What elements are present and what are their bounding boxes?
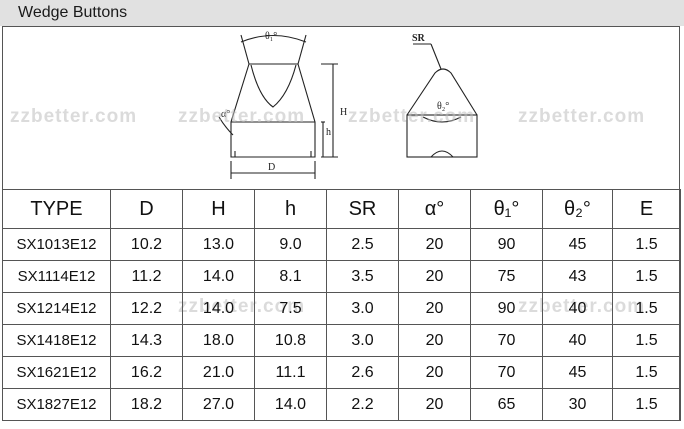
alpha-label: α° bbox=[221, 109, 230, 120]
column-header: H bbox=[182, 189, 255, 229]
table-row: SX1621E12 16.2 21.0 11.1 2.6 20 70 45 1.… bbox=[2, 356, 681, 389]
table-cell: 8.1 bbox=[254, 260, 327, 293]
table-cell: 45 bbox=[542, 228, 613, 261]
h-upper-label: H bbox=[340, 107, 347, 118]
sr-label: SR bbox=[412, 33, 426, 44]
table-cell: 40 bbox=[542, 292, 613, 325]
d-label: D bbox=[268, 162, 275, 173]
column-header: h bbox=[254, 189, 327, 229]
table-cell: 90 bbox=[470, 228, 543, 261]
table-cell: SX1013E12 bbox=[2, 228, 111, 261]
table-row: SX1418E12 14.3 18.0 10.8 3.0 20 70 40 1.… bbox=[2, 324, 681, 357]
table-cell: 18.2 bbox=[110, 388, 183, 421]
table-cell: 20 bbox=[398, 356, 471, 389]
table-cell: 2.2 bbox=[326, 388, 399, 421]
table-cell: 10.2 bbox=[110, 228, 183, 261]
page-title: Wedge Buttons bbox=[18, 4, 128, 21]
table-cell: 14.3 bbox=[110, 324, 183, 357]
table-cell: 20 bbox=[398, 324, 471, 357]
table-cell: 12.2 bbox=[110, 292, 183, 325]
table-cell: 16.2 bbox=[110, 356, 183, 389]
table-cell: 9.0 bbox=[254, 228, 327, 261]
table-cell: 2.6 bbox=[326, 356, 399, 389]
technical-drawing: θ₁° α° H h D SR θ₂° bbox=[218, 31, 478, 179]
table-cell: 75 bbox=[470, 260, 543, 293]
table-cell: 13.0 bbox=[182, 228, 255, 261]
table-cell: SX1214E12 bbox=[2, 292, 111, 325]
table-cell: 10.8 bbox=[254, 324, 327, 357]
column-header: TYPE bbox=[2, 189, 111, 229]
theta2-label: θ₂° bbox=[437, 101, 449, 112]
table-cell: 11.1 bbox=[254, 356, 327, 389]
table-cell: 1.5 bbox=[612, 228, 681, 261]
table-cell: 70 bbox=[470, 324, 543, 357]
table-cell: SX1827E12 bbox=[2, 388, 111, 421]
table-cell: 20 bbox=[398, 228, 471, 261]
table-cell: 18.0 bbox=[182, 324, 255, 357]
table-cell: 3.0 bbox=[326, 324, 399, 357]
table-cell: 65 bbox=[470, 388, 543, 421]
table-cell: 45 bbox=[542, 356, 613, 389]
table-cell: 2.5 bbox=[326, 228, 399, 261]
table-cell: 7.5 bbox=[254, 292, 327, 325]
button-front-view bbox=[406, 43, 478, 158]
table-cell: 14.0 bbox=[182, 292, 255, 325]
table-row: SX1013E12 10.2 13.0 9.0 2.5 20 90 45 1.5 bbox=[2, 228, 681, 261]
table-row: SX1114E12 11.2 14.0 8.1 3.5 20 75 43 1.5 bbox=[2, 260, 681, 293]
table-header-row: TYPE D H h SR α° θ₁° θ₂° E bbox=[2, 189, 681, 229]
table-cell: SX1114E12 bbox=[2, 260, 111, 293]
h-lower-label: h bbox=[326, 127, 331, 138]
table-cell: 20 bbox=[398, 388, 471, 421]
spec-table: TYPE D H h SR α° θ₁° θ₂° E SX1013E12 10.… bbox=[2, 189, 681, 421]
table-cell: 1.5 bbox=[612, 324, 681, 357]
column-header: α° bbox=[398, 189, 471, 229]
table-cell: 21.0 bbox=[182, 356, 255, 389]
table-cell: SX1621E12 bbox=[2, 356, 111, 389]
table-cell: SX1418E12 bbox=[2, 324, 111, 357]
column-header: E bbox=[612, 189, 681, 229]
table-cell: 20 bbox=[398, 260, 471, 293]
column-header: θ₂° bbox=[542, 189, 613, 229]
table-cell: 1.5 bbox=[612, 356, 681, 389]
table-cell: 40 bbox=[542, 324, 613, 357]
table-cell: 1.5 bbox=[612, 388, 681, 421]
button-side-view bbox=[218, 34, 338, 179]
table-cell: 90 bbox=[470, 292, 543, 325]
table-row: SX1827E12 18.2 27.0 14.0 2.2 20 65 30 1.… bbox=[2, 388, 681, 421]
table-cell: 3.0 bbox=[326, 292, 399, 325]
column-header: θ₁° bbox=[470, 189, 543, 229]
title-bar: Wedge Buttons bbox=[0, 0, 684, 26]
table-cell: 1.5 bbox=[612, 292, 681, 325]
table-row: SX1214E12 12.2 14.0 7.5 3.0 20 90 40 1.5 bbox=[2, 292, 681, 325]
theta1-label: θ₁° bbox=[265, 31, 277, 42]
table-cell: 27.0 bbox=[182, 388, 255, 421]
table-cell: 11.2 bbox=[110, 260, 183, 293]
column-header: SR bbox=[326, 189, 399, 229]
table-cell: 70 bbox=[470, 356, 543, 389]
column-header: D bbox=[110, 189, 183, 229]
table-cell: 43 bbox=[542, 260, 613, 293]
table-cell: 14.0 bbox=[254, 388, 327, 421]
table-cell: 3.5 bbox=[326, 260, 399, 293]
table-cell: 30 bbox=[542, 388, 613, 421]
table-cell: 20 bbox=[398, 292, 471, 325]
table-cell: 1.5 bbox=[612, 260, 681, 293]
table-cell: 14.0 bbox=[182, 260, 255, 293]
